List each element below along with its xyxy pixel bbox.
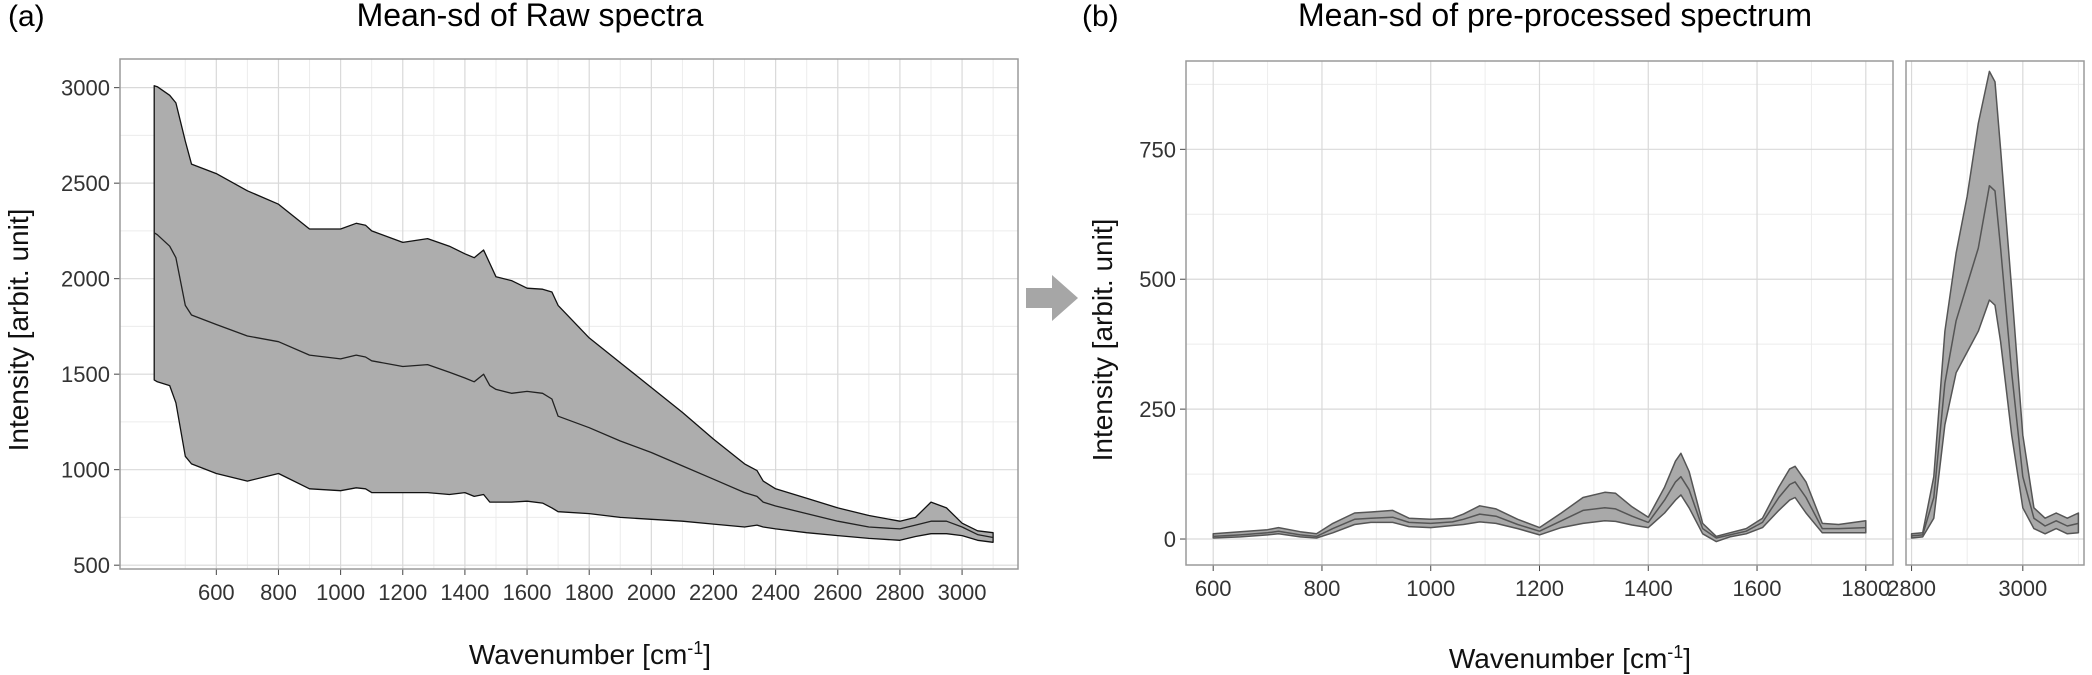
x-tick-label: 2600	[813, 580, 862, 605]
plot-border	[1185, 60, 1894, 566]
y-tick-label: 0	[1164, 527, 1176, 552]
y-tick-label: 2500	[61, 171, 110, 196]
x-tick-label: 1200	[1515, 576, 1564, 601]
plot-border	[119, 58, 1019, 570]
x-tick-label: 1600	[503, 580, 552, 605]
ylabel-a: Intensity [arbit. unit]	[3, 209, 34, 452]
plot-preprocessed-fingerprint: 600 800 1000 1200 1400 1600 1800 0 250 500 750	[1139, 60, 1894, 601]
y-tick-label: 500	[1139, 267, 1176, 292]
ylabel-b: Intensity [arbit. unit]	[1087, 219, 1118, 462]
panel-title-b: Mean-sd of pre-processed spectrum	[1298, 0, 1812, 33]
x-tick-label: 2800	[1887, 576, 1936, 601]
x-tick-label: 3000	[1998, 576, 2047, 601]
x-tick-label: 1400	[440, 580, 489, 605]
x-tick-label: 1800	[1841, 576, 1890, 601]
x-tick-label: 1800	[565, 580, 614, 605]
sd-band	[1212, 452, 1867, 543]
mean-line	[1213, 475, 1866, 539]
xlabel-b: Wavenumber [cm-1]	[1449, 642, 1691, 674]
x-tick-label: 3000	[938, 580, 987, 605]
x-tick-label: 1600	[1733, 576, 1782, 601]
y-tick-label: 250	[1139, 397, 1176, 422]
y-tick-label: 500	[73, 553, 110, 578]
x-tick-label: 2000	[627, 580, 676, 605]
x-tick-label: 1000	[1406, 576, 1455, 601]
x-tick-label: 2400	[751, 580, 800, 605]
x-tick-label: 600	[1195, 576, 1232, 601]
x-tick-label: 1000	[316, 580, 365, 605]
plot-raw-spectra: 600 800 1000 1200 1400 1600 1800 2000 2200 2400 26…	[61, 58, 1019, 605]
y-tick-label: 2000	[61, 267, 110, 292]
y-tick-label: 3000	[61, 76, 110, 101]
mean-line	[153, 232, 994, 539]
x-tick-label: 800	[260, 580, 297, 605]
x-tick-label: 2200	[689, 580, 738, 605]
panel-label-a: (a)	[8, 0, 45, 33]
sd-band	[1910, 70, 2080, 539]
plot-preprocessed-high-wavenumber: 2800 3000	[1887, 60, 2085, 601]
panel-label-b: (b)	[1082, 0, 1119, 33]
y-tick-label: 750	[1139, 137, 1176, 162]
x-tick-label: 2800	[875, 580, 924, 605]
plot-border	[1905, 60, 2085, 566]
mean-line	[1911, 184, 2079, 537]
xlabel-a: Wavenumber [cm-1]	[469, 638, 711, 670]
x-tick-label: 800	[1304, 576, 1341, 601]
y-tick-label: 1000	[61, 458, 110, 483]
panel-title-a: Mean-sd of Raw spectra	[357, 0, 704, 33]
x-tick-label: 600	[198, 580, 235, 605]
x-tick-label: 1200	[378, 580, 427, 605]
right-arrow-icon	[1026, 275, 1078, 321]
x-tick-label: 1400	[1624, 576, 1673, 601]
y-tick-label: 1500	[61, 362, 110, 387]
sd-band	[153, 85, 994, 543]
